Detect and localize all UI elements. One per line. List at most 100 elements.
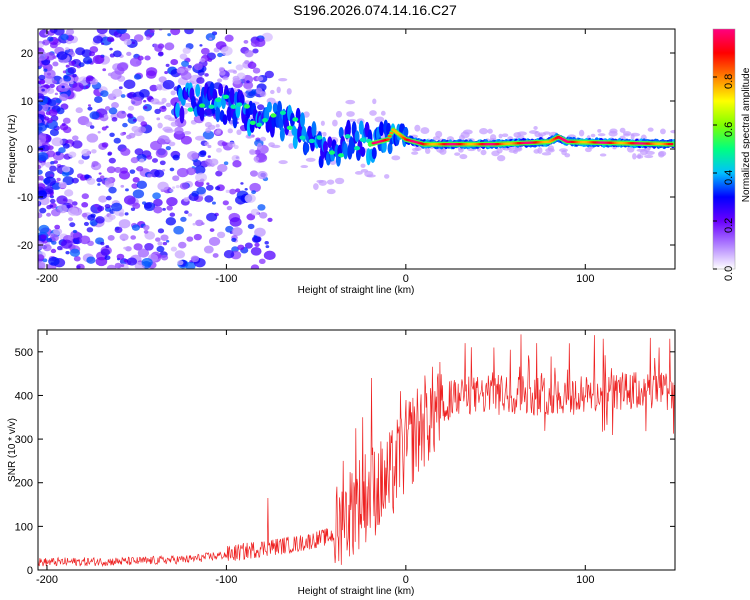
noise-blob — [204, 73, 209, 77]
snr-x-label: Height of straight line (km) — [298, 586, 415, 597]
noise-blob — [143, 106, 148, 109]
snr-x-tick-label: -100 — [215, 574, 237, 586]
noise-blob — [258, 258, 266, 264]
noise-blob — [137, 126, 147, 133]
noise-blob — [52, 55, 57, 59]
noise-blob — [68, 60, 75, 66]
haze-blob — [232, 77, 242, 85]
hot-spot — [308, 138, 315, 144]
noise-blob — [41, 88, 45, 92]
haze-blob — [216, 128, 222, 133]
noise-blob — [38, 51, 48, 61]
spectrogram-x-ticks: -200 -100 0 100 — [36, 29, 594, 285]
haze-blob — [380, 110, 386, 116]
hot-spot — [187, 107, 194, 112]
noise-blob — [125, 246, 132, 252]
noise-blob — [49, 198, 56, 204]
haze-blob — [479, 128, 489, 135]
noise-blob — [251, 190, 257, 195]
noise-blob — [194, 165, 206, 175]
noise-blob — [167, 33, 172, 37]
noise-blob — [243, 39, 249, 44]
hot-spot — [243, 104, 250, 109]
noise-blob — [165, 63, 170, 67]
noise-blob — [76, 265, 81, 269]
snr-y-tick-label: 0 — [27, 565, 33, 577]
noise-blob — [105, 195, 112, 201]
noise-blob — [132, 118, 137, 122]
noise-blob — [267, 217, 273, 222]
spectrogram-x-tick-label: 0 — [403, 273, 409, 285]
ridge-blob — [266, 101, 272, 113]
noise-blob — [72, 135, 79, 141]
noise-blob — [38, 201, 41, 206]
noise-blob — [180, 135, 192, 145]
noise-blob — [240, 182, 244, 185]
noise-blob — [179, 53, 188, 60]
noise-blob — [72, 82, 84, 92]
noise-blob — [209, 37, 213, 40]
noise-blob — [56, 107, 65, 115]
noise-blob — [131, 224, 140, 231]
haze-blob — [542, 131, 551, 135]
haze-blob — [619, 127, 626, 133]
band-core — [385, 138, 390, 141]
noise-blob — [146, 154, 153, 160]
haze-blob — [256, 76, 264, 82]
haze-blob — [384, 174, 390, 179]
spectrogram-x-tick-label: 100 — [576, 273, 594, 285]
noise-blob — [97, 183, 101, 186]
noise-blob — [81, 212, 88, 218]
haze-blob — [578, 129, 585, 137]
noise-blob — [199, 44, 203, 47]
noise-blob — [87, 106, 93, 111]
noise-blob — [60, 239, 73, 249]
haze-blob — [183, 130, 192, 135]
ridge-blob — [360, 146, 366, 158]
noise-blob — [217, 52, 223, 58]
noise-blob — [47, 36, 54, 42]
noise-blob — [154, 108, 161, 115]
noise-blob — [225, 225, 234, 233]
noise-blob — [97, 130, 101, 134]
noise-blob — [216, 231, 226, 239]
haze-blob — [660, 128, 666, 135]
haze-blob — [533, 126, 538, 131]
haze-blob — [195, 135, 205, 141]
noise-blob — [70, 230, 80, 239]
hot-spot — [359, 137, 366, 142]
noise-blob — [254, 242, 260, 247]
haze-blob — [639, 148, 648, 156]
noise-blob — [143, 202, 156, 212]
noise-blob — [104, 204, 111, 209]
haze-blob — [501, 133, 509, 138]
noise-blob — [143, 99, 147, 103]
haze-blob — [435, 130, 443, 138]
noise-blob — [46, 212, 52, 217]
noise-blob — [123, 246, 127, 250]
noise-blob — [185, 261, 196, 269]
spectrogram-y-label: Frequency (Hz) — [7, 115, 18, 184]
haze-blob — [335, 110, 343, 118]
hot-spot — [199, 103, 206, 108]
spectrogram-x-tick-label: -200 — [36, 273, 58, 285]
noise-blob — [51, 240, 57, 245]
noise-blob — [164, 42, 175, 51]
noise-blob — [207, 144, 212, 149]
haze-blob — [391, 155, 401, 161]
haze-blob — [516, 135, 525, 140]
noise-blob — [229, 188, 237, 195]
hot-spot — [208, 104, 215, 109]
noise-blob — [250, 264, 260, 269]
snr-frame — [37, 329, 676, 571]
noise-blob — [225, 189, 230, 193]
noise-blob — [132, 189, 145, 199]
noise-blob — [199, 178, 205, 183]
haze-blob — [658, 150, 667, 157]
noise-blob — [235, 64, 244, 71]
ridge-blob — [222, 114, 228, 126]
noise-blob — [118, 219, 131, 229]
noise-blob — [145, 36, 151, 41]
noise-blob — [100, 248, 110, 256]
noise-blob — [69, 48, 74, 52]
